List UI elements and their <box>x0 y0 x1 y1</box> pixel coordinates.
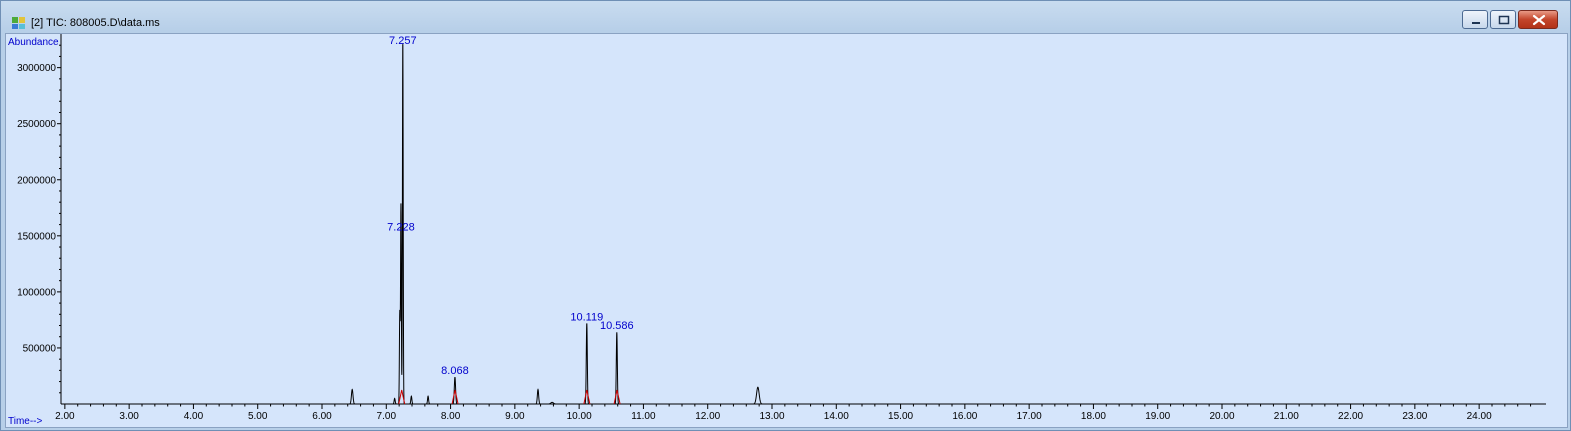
x-tick-label: 22.00 <box>1338 411 1363 422</box>
peak-label: 8.068 <box>441 365 469 377</box>
x-tick-label: 14.00 <box>824 411 849 422</box>
integration-mark <box>398 389 406 405</box>
tic-trace-line <box>62 44 1543 405</box>
integration-marks <box>398 389 621 405</box>
x-tick-label: 8.00 <box>441 411 461 422</box>
chromatogram-app-icon <box>12 17 25 29</box>
x-tick-label: 16.00 <box>952 411 977 422</box>
x-tick-label: 23.00 <box>1402 411 1427 422</box>
x-tick-label: 24.00 <box>1467 411 1492 422</box>
x-axis-label: Time--> <box>8 416 43 427</box>
x-tick-label: 6.00 <box>312 411 332 422</box>
maximize-button[interactable] <box>1490 10 1516 29</box>
x-tick-label: 19.00 <box>1145 411 1170 422</box>
close-button[interactable] <box>1518 10 1558 29</box>
y-tick-label: 1500000 <box>17 231 56 242</box>
y-tick-label: 2500000 <box>17 119 56 130</box>
x-tick-label: 4.00 <box>184 411 204 422</box>
x-tick-label: 3.00 <box>119 411 139 422</box>
peak-label: 7.257 <box>389 35 417 47</box>
chromatogram-chart: Abundance Time--> 500000 1000000 1500000 20… <box>8 34 1546 427</box>
minimize-button[interactable] <box>1462 10 1488 29</box>
integration-mark <box>583 389 591 405</box>
peak-label: 10.586 <box>600 320 634 332</box>
x-tick-label: 11.00 <box>631 411 656 422</box>
title-bar[interactable]: [2] TIC: 808005.D\data.ms <box>1 1 1570 33</box>
x-tick-label: 9.00 <box>505 411 525 422</box>
x-tick-label: 10.00 <box>567 411 592 422</box>
close-icon <box>1532 14 1546 26</box>
axes: 500000 1000000 1500000 2000000 2500000 300000… <box>17 34 1546 422</box>
x-tick-label: 13.00 <box>759 411 784 422</box>
maximize-icon <box>1498 15 1510 25</box>
peak-label: 10.119 <box>570 311 603 323</box>
x-tick-label: 21.00 <box>1274 411 1299 422</box>
x-tick-label: 18.00 <box>1081 411 1106 422</box>
y-tick-label: 3000000 <box>17 63 56 74</box>
integration-mark <box>613 389 621 405</box>
chart-area: Abundance Time--> 500000 1000000 1500000 20… <box>5 33 1568 428</box>
x-tick-label: 12.00 <box>695 411 720 422</box>
tic-trace <box>62 44 1543 405</box>
x-tick-label: 5.00 <box>248 411 268 422</box>
x-tick-label: 2.00 <box>55 411 75 422</box>
minimize-icon <box>1472 22 1480 24</box>
y-tick-label: 500000 <box>23 343 57 354</box>
peak-label: 7.228 <box>387 222 415 234</box>
integration-mark <box>451 389 459 405</box>
y-axis-label: Abundance <box>8 37 59 48</box>
window-title: [2] TIC: 808005.D\data.ms <box>31 17 160 29</box>
x-tick-label: 20.00 <box>1209 411 1234 422</box>
y-tick-label: 1000000 <box>17 287 56 298</box>
x-tick-label: 15.00 <box>888 411 913 422</box>
y-tick-label: 2000000 <box>17 175 56 186</box>
x-tick-label: 7.00 <box>377 411 397 422</box>
x-tick-label: 17.00 <box>1017 411 1042 422</box>
